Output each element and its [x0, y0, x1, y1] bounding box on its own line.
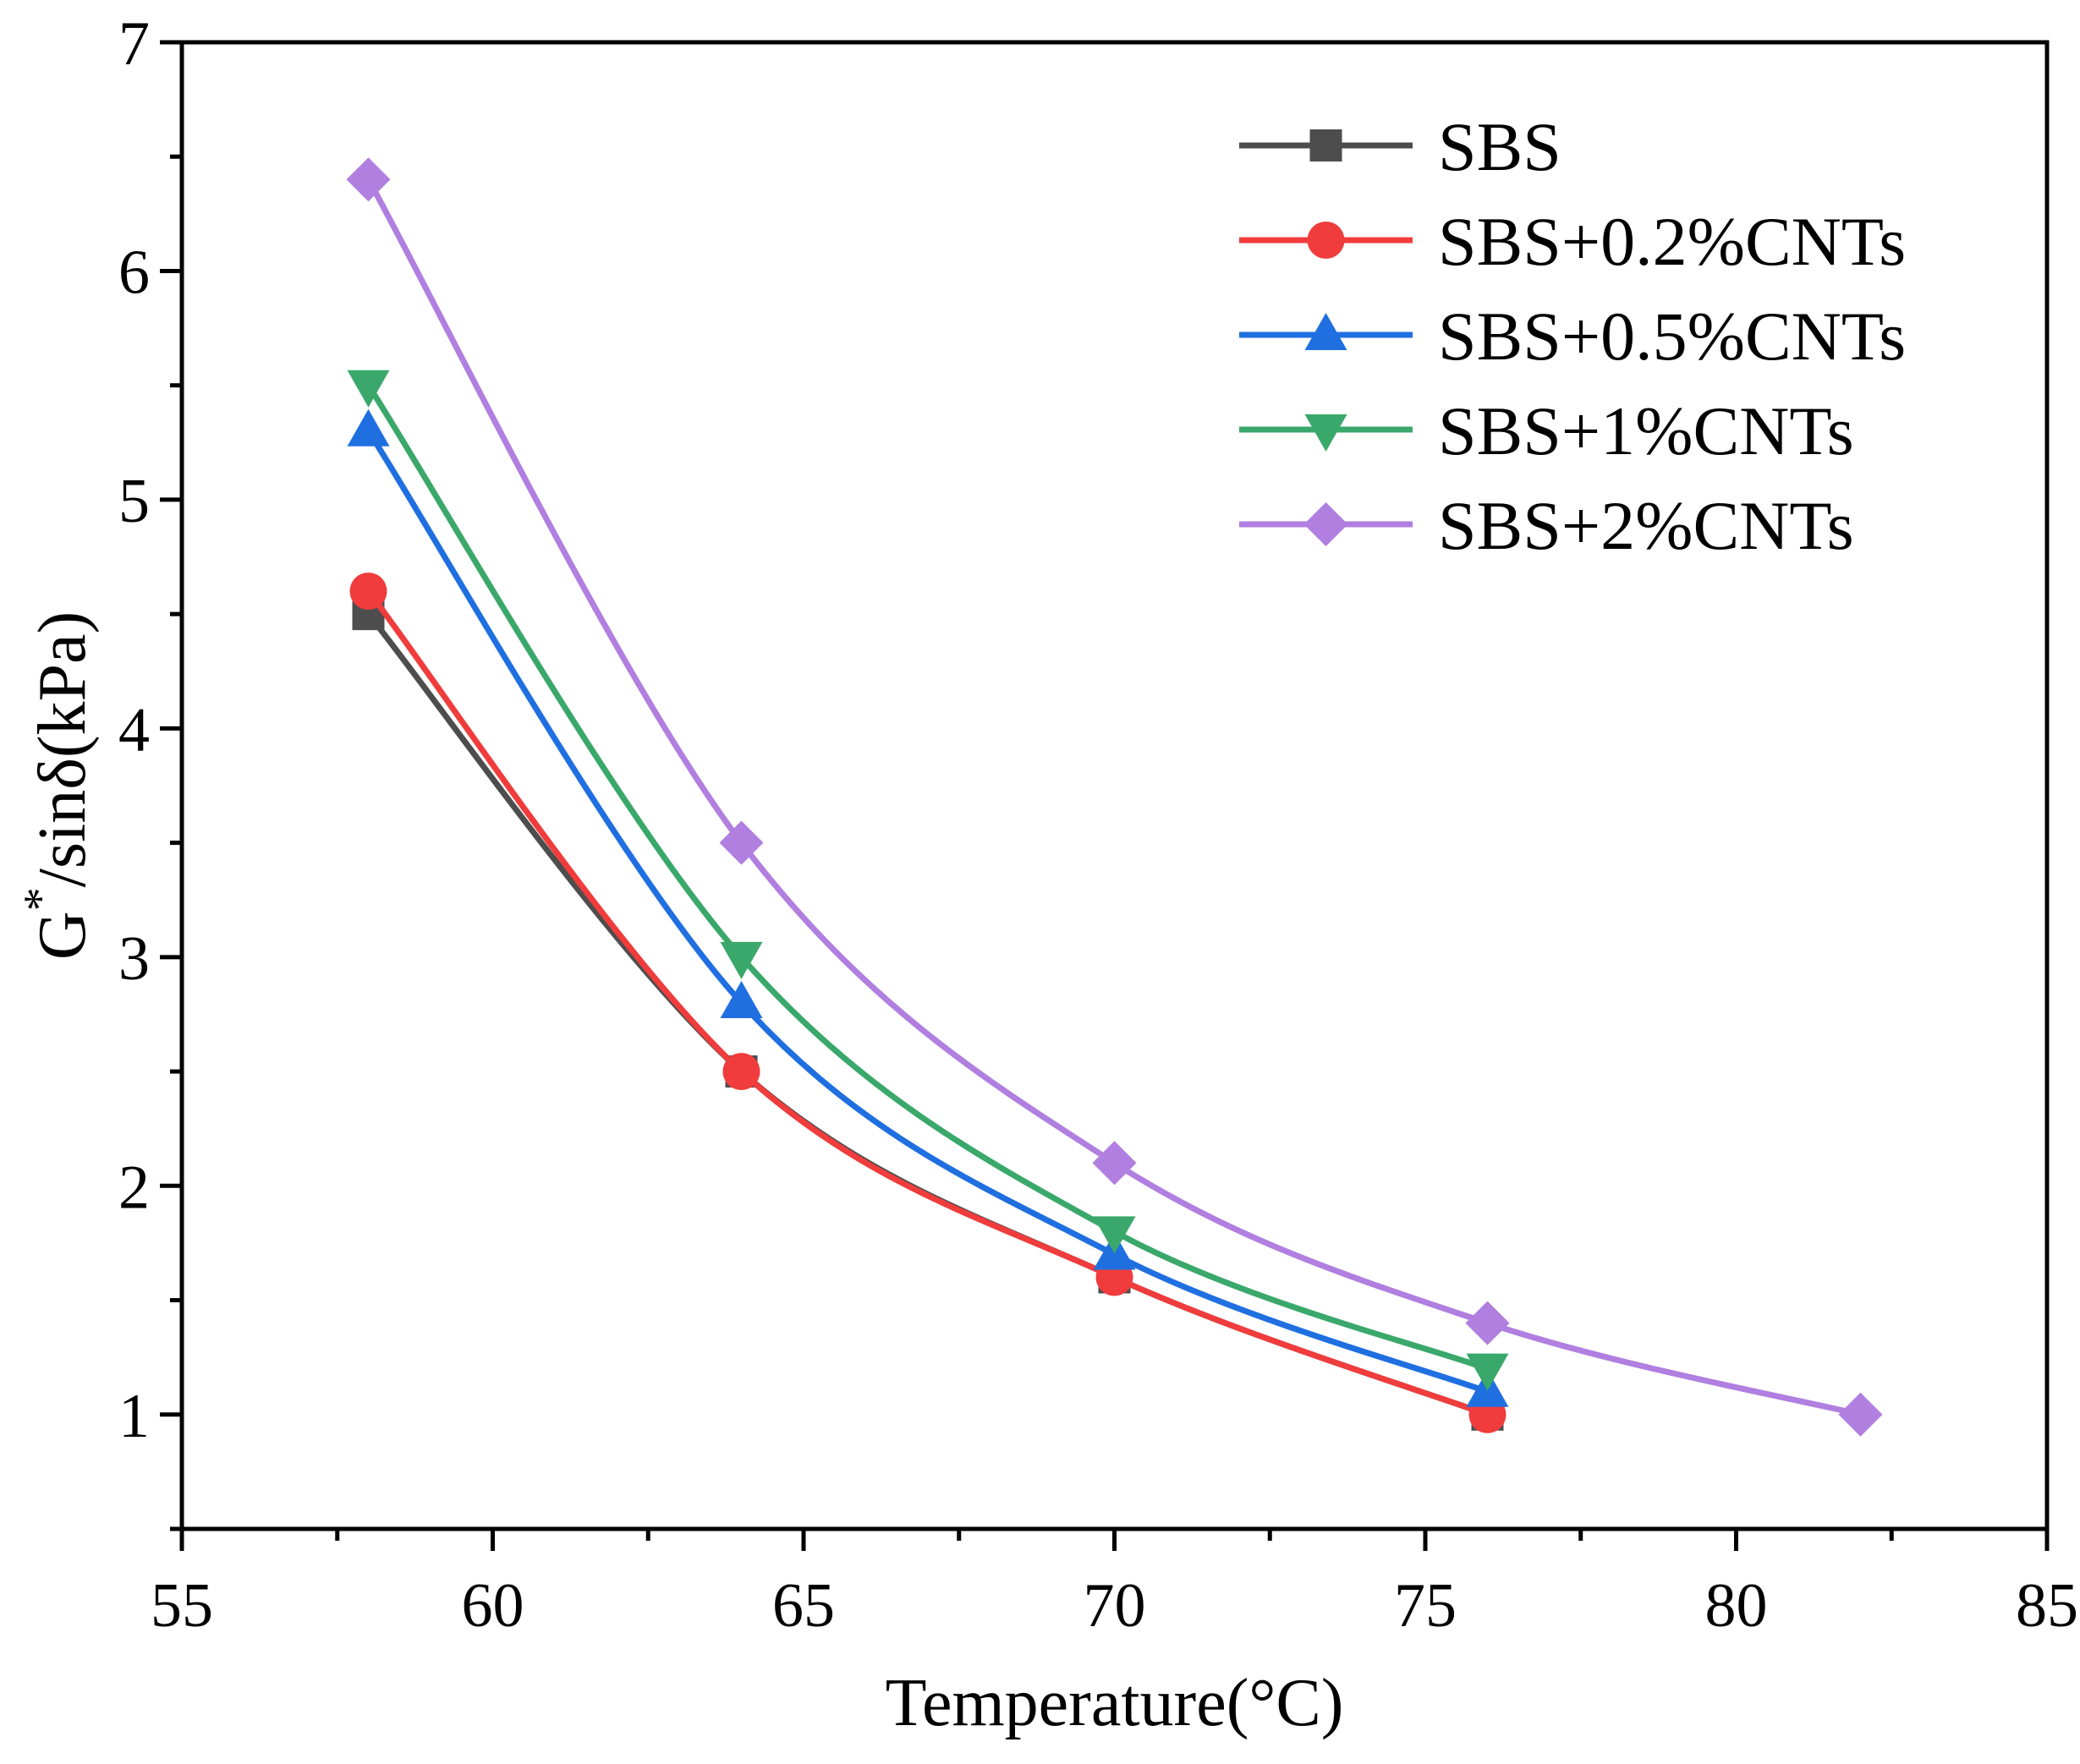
data-point — [347, 408, 390, 446]
data-point — [722, 1053, 760, 1091]
legend-label: SBS+0.2%CNTs — [1438, 203, 1906, 280]
series-line — [365, 383, 1489, 1372]
y-tick-label: 2 — [118, 1153, 150, 1222]
x-tick-label: 70 — [1084, 1571, 1146, 1641]
data-point — [349, 572, 387, 611]
legend-marker — [1307, 222, 1345, 259]
series — [347, 370, 1509, 1391]
y-tick-label: 4 — [118, 695, 150, 764]
x-tick-label: 80 — [1705, 1571, 1768, 1641]
series-line — [365, 611, 1489, 1418]
series — [352, 598, 1504, 1431]
series-line — [365, 429, 1489, 1395]
x-tick-label: 60 — [462, 1571, 524, 1641]
data-point — [1465, 1301, 1510, 1345]
legend-marker — [1303, 502, 1348, 546]
x-tick-label: 65 — [772, 1571, 835, 1641]
legend-item: SBS+0.2%CNTs — [1239, 203, 1906, 280]
legend-label: SBS — [1438, 108, 1561, 185]
y-axis-title-superscript: * — [14, 887, 67, 911]
legend-label: SBS+1%CNTs — [1438, 392, 1854, 469]
data-point — [1092, 1141, 1137, 1186]
data-point — [1466, 1353, 1509, 1391]
x-axis-title: Temperature(°C) — [886, 1666, 1344, 1740]
legend-marker — [1309, 129, 1342, 162]
x-tick-label: 75 — [1394, 1571, 1457, 1641]
legend-label: SBS+0.5%CNTs — [1438, 298, 1906, 375]
legend-item: SBS+1%CNTs — [1239, 392, 1854, 469]
series — [347, 408, 1509, 1407]
series — [346, 157, 1883, 1437]
y-axis: 1 2 3 4 5 6 7 — [118, 9, 182, 1531]
data-point — [346, 157, 391, 202]
x-tick-label: 85 — [2016, 1571, 2078, 1641]
legend-item: SBS+2%CNTs — [1239, 487, 1854, 564]
legend-item: SBS+0.5%CNTs — [1239, 298, 1906, 375]
y-axis-title: G*/sinδ(kPa) — [14, 611, 100, 960]
data-point — [719, 820, 764, 865]
legend-marker — [1304, 313, 1347, 350]
x-axis: 55 60 65 70 75 80 85 — [151, 1529, 2078, 1641]
series-line — [365, 178, 1862, 1418]
series-line — [365, 589, 1489, 1418]
y-tick-label: 3 — [118, 924, 150, 994]
data-point — [1093, 1216, 1136, 1254]
legend-item: SBS — [1239, 108, 1561, 185]
y-tick-label: 7 — [118, 9, 150, 79]
data-point — [720, 941, 763, 979]
data-point — [347, 370, 390, 408]
y-axis-title-rest: /sinδ(kPa) — [25, 611, 100, 888]
legend: SBS SBS+0.2%CNTs SBS+0.5%CNTs SBS+1%CNTs SBS… — [1239, 108, 1906, 564]
data-point — [720, 980, 763, 1018]
y-tick-label: 1 — [118, 1382, 150, 1451]
y-tick-label: 6 — [118, 238, 150, 307]
legend-marker — [1304, 414, 1347, 452]
series — [349, 572, 1506, 1433]
plot-marks — [346, 157, 1883, 1437]
x-tick-label: 55 — [151, 1571, 213, 1641]
data-point — [1838, 1392, 1883, 1437]
y-tick-label: 5 — [118, 467, 150, 536]
y-axis-title-base: G — [25, 911, 100, 960]
legend-label: SBS+2%CNTs — [1438, 487, 1854, 564]
